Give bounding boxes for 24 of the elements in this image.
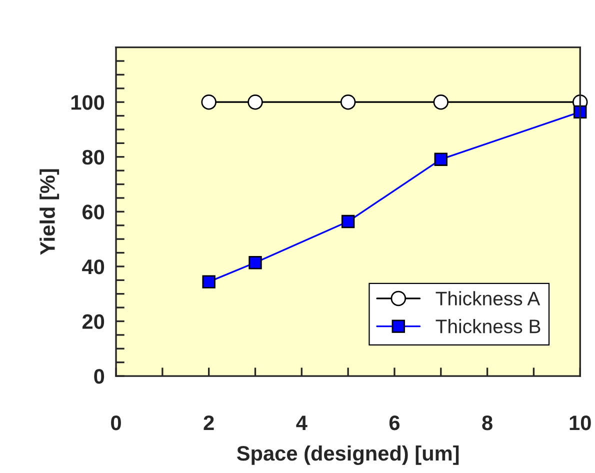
y-tick-label: 60: [82, 204, 104, 220]
x-tick-label: 8: [482, 415, 492, 430]
point: [341, 214, 355, 228]
y-tick-label: 20: [82, 314, 104, 329]
y-axis-title: Yield [%]: [40, 169, 60, 255]
x-tick-label: 2: [204, 415, 214, 430]
legend-label: Thickness A: [436, 291, 540, 306]
x-tick-label: 4: [296, 416, 308, 430]
point: [202, 275, 216, 288]
point: [433, 94, 449, 110]
point: [434, 152, 448, 166]
x-tick-label: 6: [389, 415, 400, 430]
y-tick-label: 40: [82, 259, 104, 274]
y-tick-label: 0: [94, 369, 104, 384]
x-tick-label: 10: [570, 415, 591, 430]
point: [248, 94, 263, 110]
x-axis-title: Space (designed) [um]: [236, 445, 459, 465]
legend-label: Thickness B: [436, 319, 540, 334]
x-tick-label: 0: [111, 415, 121, 430]
point: [340, 94, 356, 110]
y-tick-label: 80: [82, 150, 104, 165]
y-tick-label: 100: [71, 95, 104, 110]
point: [201, 94, 216, 110]
point: [248, 256, 262, 270]
